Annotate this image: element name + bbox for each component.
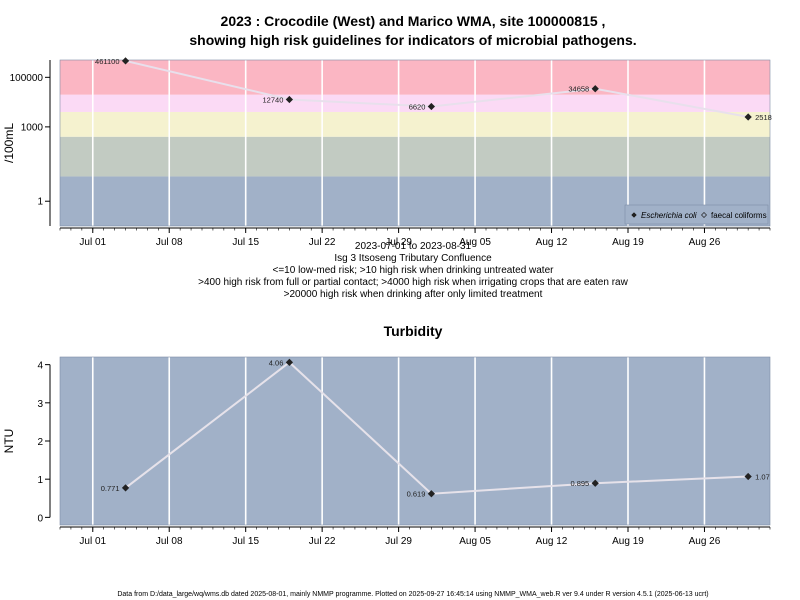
e-coli-data-label: 12740 [263,95,284,104]
x-tick-label: Jul 01 [79,237,106,248]
legend-open-diamond-icon [701,212,707,218]
x-tick-label: Jul 29 [385,237,412,248]
plot-border [59,59,771,227]
chart-title-line2: showing high risk guidelines for indicat… [189,32,636,48]
x-tick-label: Jul 01 [79,536,106,547]
e-coli-point [121,57,130,65]
turbidity-point [591,479,599,487]
y-tick-label: 1 [37,475,43,486]
turbidity-data-label: 4.06 [269,358,284,367]
risk-band [60,94,770,112]
chart-title-line1: 2023 : Crocodile (West) and Marico WMA, … [221,13,606,29]
y-tick-label: 2 [37,437,43,448]
e-coli-point [285,95,294,104]
x-tick-label: Jul 15 [232,536,259,547]
turbidity-data-label: 0.895 [570,479,589,488]
microbial-grid [91,60,706,226]
risk-band [60,136,770,177]
y-tick-label: 4 [37,361,43,372]
plot-background [60,357,770,525]
turbidity-plot-frame [59,356,771,526]
turbidity-series: 0.771 4.06 0.619 0.895 1.07 [101,358,770,498]
microbial-y-axis-label: /100mL [2,123,16,163]
x-tick-label: Aug 05 [459,237,491,248]
x-tick-label: Jul 22 [309,536,336,547]
x-tick-label: Aug 26 [689,237,721,248]
turbidity-point [285,358,294,366]
turbidity-data-label: 1.07 [755,473,770,482]
annotation-date-range: 2023-07-01 to 2023-08-31 [355,241,472,252]
e-coli-point [591,85,599,93]
x-tick-label: Aug 05 [459,536,491,547]
turbidity-data-label: 0.771 [101,484,120,493]
turbidity-y-axis-label: NTU [2,429,16,454]
e-coli-data-label: 6620 [409,103,426,112]
x-tick-label: Aug 12 [536,536,568,547]
risk-band [60,60,770,95]
annotation-guideline-1: <=10 low-med risk; >10 high risk when dr… [273,265,555,276]
y-tick-label: 3 [37,399,43,410]
legend-box [624,204,769,225]
annotation-guideline-3: >20000 high risk when drinking after onl… [284,289,543,300]
x-tick-label: Aug 19 [612,237,644,248]
turbidity-point [427,490,436,498]
legend: Escherichia coli faecal coliforms [624,204,769,225]
x-tick-label: Jul 29 [385,536,412,547]
legend-entry-e-coli: Escherichia coli [641,211,697,220]
turbidity-background [60,357,770,525]
risk-band [60,111,770,137]
turbidity-point [744,472,752,481]
y-tick-label: 1000 [21,122,44,133]
footer-note: Data from D:/data_large/wq/wms.db dated … [117,591,708,598]
annotation-guideline-2: >400 high risk from full or partial cont… [198,277,628,288]
y-tick-label: 1 [37,197,43,208]
x-tick-label: Jul 08 [156,536,183,547]
y-tick-label: 0 [37,513,43,524]
microbial-plot-frame [59,59,771,227]
turbidity-axes: 0 1 2 3 4 Jul 01 Jul 08 Jul 15 Jul 22 Jul 29 Aug 0… [37,361,771,547]
y-tick-label: 100000 [10,73,44,84]
turbidity-point [121,484,130,492]
e-coli-data-label: 461100 [95,57,119,66]
x-tick-label: Aug 26 [689,536,721,547]
microbial-series: 461100 12740 6620 34658 2518 [95,57,772,122]
legend-entry-faecal-coliforms: faecal coliforms [711,211,767,220]
turbidity-grid [91,357,706,525]
x-tick-label: Aug 19 [612,536,644,547]
risk-bands [60,60,770,226]
e-coli-point [744,113,752,121]
turbidity-data-label: 0.619 [407,490,426,499]
legend-filled-diamond-icon [631,212,637,218]
x-tick-label: Aug 12 [536,237,568,248]
x-tick-label: Jul 08 [156,237,183,248]
x-tick-label: Jul 15 [232,237,259,248]
x-tick-label: Jul 22 [309,237,336,248]
e-coli-data-label: 2518 [755,113,772,122]
annotation-site-name: Isg 3 Itsoseng Tributary Confluence [334,253,492,264]
microbial-axes: 1 1000 100000 Jul 01 Jul 08 Jul 15 Jul 22 Jul 2… [10,60,771,248]
e-coli-data-label: 34658 [568,85,589,94]
plot-border [59,356,771,526]
turbidity-title: Turbidity [384,323,443,339]
e-coli-point [427,102,436,111]
